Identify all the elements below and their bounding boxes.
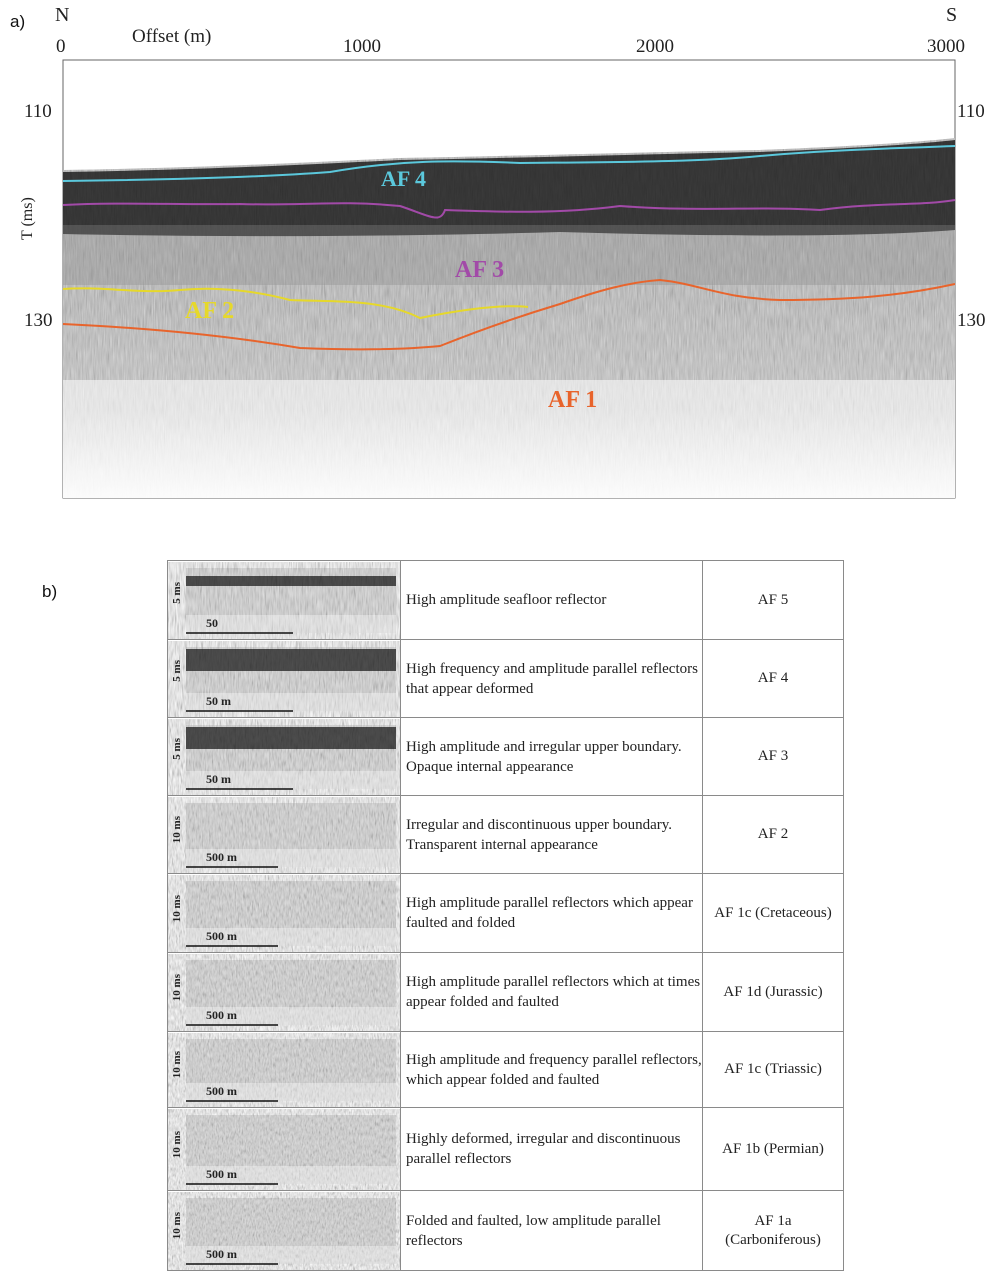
- facies-unit: AF 1c (Triassic): [702, 1031, 844, 1108]
- x-tick-2000: 2000: [636, 36, 674, 57]
- x-axis-title: Offset (m): [132, 26, 212, 47]
- facies-table: 5 ms 50 High amplitude seafloor reflector A…: [167, 560, 844, 1271]
- seismic-thumbnail-image: [186, 1038, 396, 1102]
- facies-thumbnail: 5 ms 50: [167, 560, 401, 640]
- horizontal-scale-label: 500 m: [206, 1008, 237, 1022]
- label-af4: AF 4: [381, 166, 427, 191]
- horizontal-scale-label: 500 m: [206, 850, 237, 864]
- facies-unit: AF 2: [702, 795, 844, 874]
- vertical-scale-label: 10 ms: [171, 894, 183, 922]
- facies-description: High amplitude and frequency parallel re…: [400, 1031, 703, 1108]
- facies-unit: AF 1b (Permian): [702, 1107, 844, 1191]
- seismic-thumbnail-image: [186, 802, 396, 868]
- facies-thumbnail: 10 ms 500 m: [167, 1190, 401, 1271]
- facies-thumbnail: 10 ms 500 m: [167, 952, 401, 1032]
- horizontal-scale-label: 50 m: [206, 772, 231, 786]
- facies-unit: AF 5: [702, 560, 844, 640]
- facies-row: 5 ms 50 m High amplitude and irregular upp…: [167, 717, 844, 796]
- horizontal-scale-label: 50: [206, 616, 218, 630]
- vertical-scale-label: 5 ms: [171, 738, 183, 760]
- facies-description: Irregular and discontinuous upper bounda…: [400, 795, 703, 874]
- facies-row: 10 ms 500 m Irregular and discontinuous up…: [167, 795, 844, 874]
- facies-thumbnail: 10 ms 500 m: [167, 1031, 401, 1108]
- facies-description: High amplitude parallel reflectors which…: [400, 873, 703, 953]
- facies-unit: AF 1c (Cretaceous): [702, 873, 844, 953]
- facies-thumbnail: 5 ms 50 m: [167, 639, 401, 718]
- north-label: N: [55, 4, 70, 26]
- seismic-thumbnail-image: [186, 959, 396, 1026]
- horizon-af4: [62, 145, 956, 182]
- vertical-scale-label: 10 ms: [171, 1130, 183, 1158]
- facies-row: 5 ms 50 m High frequency and amplitude par…: [167, 639, 844, 718]
- facies-row: 10 ms 500 m High amplitude parallel reflec…: [167, 873, 844, 953]
- facies-unit: AF 4: [702, 639, 844, 718]
- facies-thumbnail: 5 ms 50 m: [167, 717, 401, 796]
- y-tick-left-130: 130: [24, 310, 53, 331]
- x-tick-3000: 3000: [927, 36, 965, 57]
- seismic-thumbnail-image: [186, 1197, 396, 1265]
- horizontal-scale-label: 500 m: [206, 1167, 237, 1181]
- facies-row: 10 ms 500 m Folded and faulted, low amplit…: [167, 1190, 844, 1271]
- facies-description: High amplitude and irregular upper bound…: [400, 717, 703, 796]
- horizon-af2: [62, 287, 529, 320]
- panel-b-tag: b): [42, 582, 58, 601]
- y-tick-left-110: 110: [24, 101, 52, 122]
- facies-unit: AF 1a (Carboniferous): [702, 1190, 844, 1271]
- seismic-thumbnail-image: [186, 880, 396, 947]
- facies-unit: AF 1d (Jurassic): [702, 952, 844, 1032]
- facies-description: High amplitude parallel reflectors which…: [400, 952, 703, 1032]
- facies-thumbnail: 10 ms 500 m: [167, 1107, 401, 1191]
- x-tick-0: 0: [56, 36, 66, 57]
- seismic-thumbnail-image: [186, 1114, 396, 1185]
- seismic-profile: [62, 59, 956, 499]
- vertical-scale-label: 10 ms: [171, 816, 183, 844]
- facies-description: High amplitude seafloor reflector: [400, 560, 703, 640]
- facies-unit: AF 3: [702, 717, 844, 796]
- horizon-af1: [62, 278, 956, 351]
- vertical-scale-label: 5 ms: [171, 581, 183, 604]
- facies-row: 10 ms 500 m High amplitude and frequency p…: [167, 1031, 844, 1108]
- label-af2: AF 2: [185, 298, 235, 324]
- horizontal-scale-label: 500 m: [206, 1084, 237, 1098]
- facies-description: High frequency and amplitude parallel re…: [400, 639, 703, 718]
- seismic-thumbnail-image: [186, 567, 396, 634]
- horizontal-scale-label: 50 m: [206, 694, 231, 708]
- label-af3: AF 3: [455, 257, 505, 283]
- horizontal-scale-label: 500 m: [206, 929, 237, 943]
- panel-a-tag: a): [10, 12, 26, 31]
- horizontal-scale-label: 500 m: [206, 1247, 237, 1261]
- vertical-scale-label: 5 ms: [171, 660, 183, 682]
- seismic-thumbnail-image: [186, 646, 396, 712]
- y-tick-right-110: 110: [957, 101, 985, 122]
- facies-description: Highly deformed, irregular and discontin…: [400, 1107, 703, 1191]
- vertical-scale-label: 10 ms: [171, 1051, 183, 1079]
- facies-row: 10 ms 500 m Highly deformed, irregular and…: [167, 1107, 844, 1191]
- facies-row: 5 ms 50 High amplitude seafloor reflector A…: [167, 560, 844, 640]
- facies-row: 10 ms 500 m High amplitude parallel reflec…: [167, 952, 844, 1032]
- vertical-scale-label: 10 ms: [171, 1212, 183, 1240]
- horizon-af3: [62, 199, 956, 219]
- facies-thumbnail: 10 ms 500 m: [167, 795, 401, 874]
- vertical-scale-label: 10 ms: [171, 973, 183, 1001]
- seismic-thumbnail-image: [186, 724, 396, 790]
- y-tick-right-130: 130: [957, 310, 986, 331]
- label-af1: AF 1: [548, 387, 598, 413]
- south-label: S: [946, 4, 958, 26]
- facies-thumbnail: 10 ms 500 m: [167, 873, 401, 953]
- facies-description: Folded and faulted, low amplitude parall…: [400, 1190, 703, 1271]
- x-tick-1000: 1000: [343, 36, 381, 57]
